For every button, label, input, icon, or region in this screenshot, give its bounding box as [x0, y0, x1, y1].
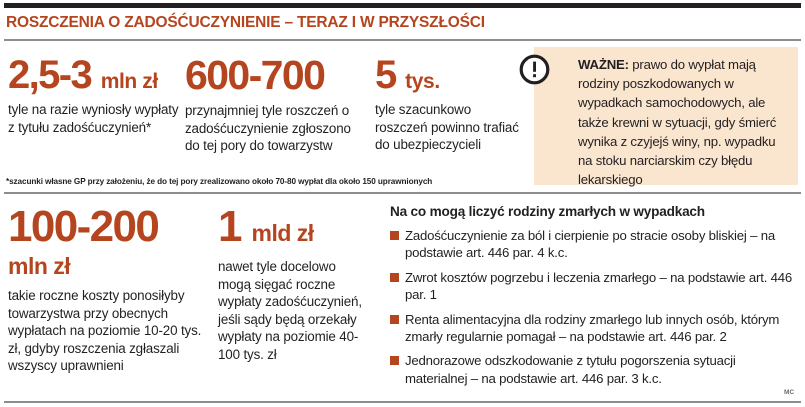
stat-value: 2,5-3 mln zł	[8, 53, 159, 97]
stat-description: tyle na razie wyniosły wypłaty z tytułu …	[8, 102, 179, 135]
stat-block-target-payouts: 1 mld zł nawet tyle docelowo mogą sięgać…	[218, 205, 368, 364]
important-notice-box: WAŻNE: prawo do wypłat mają rodziny posz…	[534, 47, 798, 187]
stat-unit: tys.	[405, 70, 440, 93]
list-item: Zwrot kosztów pogrzebu i leczenia zmarłe…	[390, 269, 800, 304]
stat-unit: mln zł	[8, 253, 71, 279]
stat-block-expected-claims: 5 tys. tyle szacunkowo roszczeń powinno …	[375, 55, 525, 154]
list-item-text: Jednorazowe odszkodowanie z tytułu pogor…	[405, 353, 736, 386]
list-heading: Na co mogą liczyć rodziny zmarłych w wyp…	[390, 204, 705, 219]
stat-description: nawet tyle docelowo mogą sięgać roczne w…	[218, 259, 362, 362]
entitlements-list-panel: Na co mogą liczyć rodziny zmarłych w wyp…	[390, 203, 800, 394]
stat-block-annual-costs: 100-200 mln zł takie roczne koszty ponos…	[8, 205, 208, 375]
stat-value: 100-200	[8, 202, 160, 251]
divider-bottom	[4, 401, 801, 403]
divider-under-title	[4, 39, 801, 41]
footnote-text: *szacunki własne GP przy założeniu, że d…	[6, 177, 433, 186]
notice-body: prawo do wypłat mają rodziny poszkodowan…	[578, 57, 777, 188]
bullet-square-icon	[390, 314, 399, 324]
bullet-square-icon	[390, 231, 399, 240]
stat-value: 5 tys.	[375, 53, 440, 97]
stat-block-payouts-so-far: 2,5-3 mln zł tyle na razie wyniosły wypł…	[8, 55, 183, 136]
exclamation-circle-icon	[519, 54, 550, 85]
stat-unit: mld zł	[251, 220, 315, 246]
list-item: Renta alimentacyjna dla rodziny zmarłego…	[390, 311, 800, 346]
page-title: ROSZCZENIA O ZADOŚĆUCZYNIENIE – TERAZ I …	[6, 14, 485, 31]
list-item-text: Zwrot kosztów pogrzebu i leczenia zmarłe…	[405, 269, 793, 303]
list-item: Zadośćuczynienie za ból i cierpienie po …	[390, 227, 800, 262]
divider-middle	[4, 192, 801, 194]
stat-unit: mln zł	[100, 70, 159, 93]
notice-lead: WAŻNE:	[578, 57, 629, 72]
bullet-square-icon	[390, 356, 399, 366]
list-item: Jednorazowe odszkodowanie z tytułu pogor…	[390, 352, 800, 387]
list-item-text: Renta alimentacyjna dla rodziny zmarłego…	[405, 311, 780, 345]
stat-description: takie roczne koszty ponosiłyby towarzyst…	[8, 288, 202, 374]
stat-value: 1 mld zł	[218, 202, 315, 251]
stat-description: tyle szacunkowo roszczeń powinno trafiać…	[375, 102, 519, 153]
top-divider-bar	[4, 3, 801, 8]
list-item-text: Zadośćuczynienie za ból i cierpienie po …	[405, 228, 775, 261]
bullet-square-icon	[390, 272, 399, 282]
notice-text: WAŻNE: prawo do wypłat mają rodziny posz…	[578, 55, 793, 189]
stat-block-claims-filed: 600-700 przynajmniej tyle roszczeń o zad…	[185, 55, 365, 155]
credit-mark: MC	[784, 389, 795, 396]
stat-description: przynajmniej tyle roszczeń o zadośćuczyn…	[185, 103, 351, 154]
stat-value: 600-700	[185, 52, 326, 98]
